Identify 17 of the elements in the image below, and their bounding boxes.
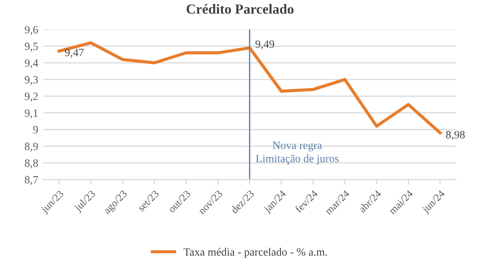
- y-tick-label: 9,3: [24, 76, 38, 86]
- y-tick-label: 9,5: [24, 42, 38, 52]
- y-tick-label: 9,6: [24, 26, 38, 36]
- y-tick-label: 8,8: [24, 159, 38, 168]
- chart-title: Crédito Parcelado: [186, 4, 294, 14]
- y-tick-label: 9,1: [24, 109, 38, 118]
- data-label: 8,98: [446, 130, 465, 140]
- line-series: [58, 41, 442, 134]
- data-label: 9,49: [256, 40, 274, 50]
- y-tick-label: 9: [33, 126, 38, 134]
- y-tick-label: 8,7: [24, 176, 38, 186]
- data-label: 9,47: [64, 48, 84, 58]
- legend-label: Taxa média - parcelado - % a.m.: [184, 248, 327, 258]
- ref-line-label: Nova regra Limitação de juros: [256, 142, 338, 164]
- y-tick-label: 9,4: [24, 59, 38, 68]
- y-tick-label: 8,9: [24, 142, 38, 152]
- y-tick-label: 9,2: [24, 92, 38, 102]
